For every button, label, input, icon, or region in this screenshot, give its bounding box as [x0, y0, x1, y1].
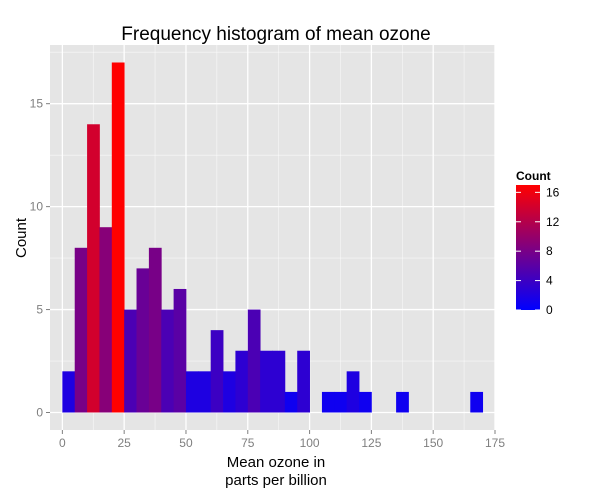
y-axis-ticks: 0 5 10 15: [30, 97, 50, 420]
y-tick-label: 0: [36, 406, 43, 420]
histogram-bar: [161, 309, 175, 413]
histogram-bar: [223, 371, 236, 413]
histogram-bar: [185, 371, 199, 413]
histogram-bar: [87, 124, 100, 413]
legend: Count 0 4 8 12 16: [516, 169, 560, 317]
legend-title: Count: [516, 169, 551, 183]
histogram-bar: [470, 391, 484, 413]
x-axis-title-line-1: Mean ozone in: [227, 454, 325, 471]
histogram-bar: [359, 391, 372, 413]
legend-tick-label: 0: [546, 303, 553, 317]
x-tick-label: 0: [59, 436, 66, 450]
legend-ticks: 0 4 8 12 16: [516, 185, 560, 317]
histogram-bar: [284, 391, 298, 413]
histogram-bar: [346, 371, 360, 413]
histogram-bar: [247, 309, 261, 413]
histogram-bar: [62, 371, 76, 413]
y-tick-label: 15: [30, 97, 44, 111]
histogram-bar: [235, 350, 249, 413]
histogram-bar: [111, 62, 125, 413]
histogram-bar: [136, 268, 150, 413]
x-tick-label: 75: [241, 436, 255, 450]
y-tick-label: 5: [36, 303, 43, 317]
histogram-bar: [148, 247, 162, 413]
y-tick-label: 10: [30, 200, 44, 214]
histogram-bar: [74, 247, 88, 413]
legend-tick-label: 12: [546, 215, 560, 229]
legend-colorbar: [516, 185, 540, 310]
x-tick-label: 100: [300, 436, 320, 450]
histogram-bar: [260, 350, 273, 413]
chart-title: Frequency histogram of mean ozone: [121, 24, 430, 45]
x-tick-label: 175: [485, 436, 505, 450]
legend-tick-label: 16: [546, 185, 560, 199]
x-tick-label: 150: [423, 436, 443, 450]
histogram-bar: [321, 391, 335, 413]
x-tick-label: 50: [179, 436, 193, 450]
histogram-bar: [124, 309, 137, 413]
histogram-bar: [272, 350, 286, 413]
x-tick-label: 25: [117, 436, 131, 450]
histogram-bar: [297, 350, 310, 413]
x-axis-title-line-2: parts per billion: [225, 472, 327, 489]
histogram-bars: [62, 62, 484, 413]
histogram-bar: [210, 330, 224, 413]
y-axis-title: Count: [13, 217, 30, 258]
histogram-bar: [396, 391, 409, 413]
x-axis-ticks: 0 25 50 75 100 125 150 175: [59, 430, 505, 450]
x-tick-label: 125: [361, 436, 381, 450]
histogram-bar: [334, 391, 348, 413]
histogram-bar: [198, 371, 212, 413]
legend-tick-label: 8: [546, 244, 553, 258]
histogram-bar: [99, 227, 113, 413]
histogram-bar: [173, 288, 187, 413]
legend-tick-label: 4: [546, 274, 553, 288]
